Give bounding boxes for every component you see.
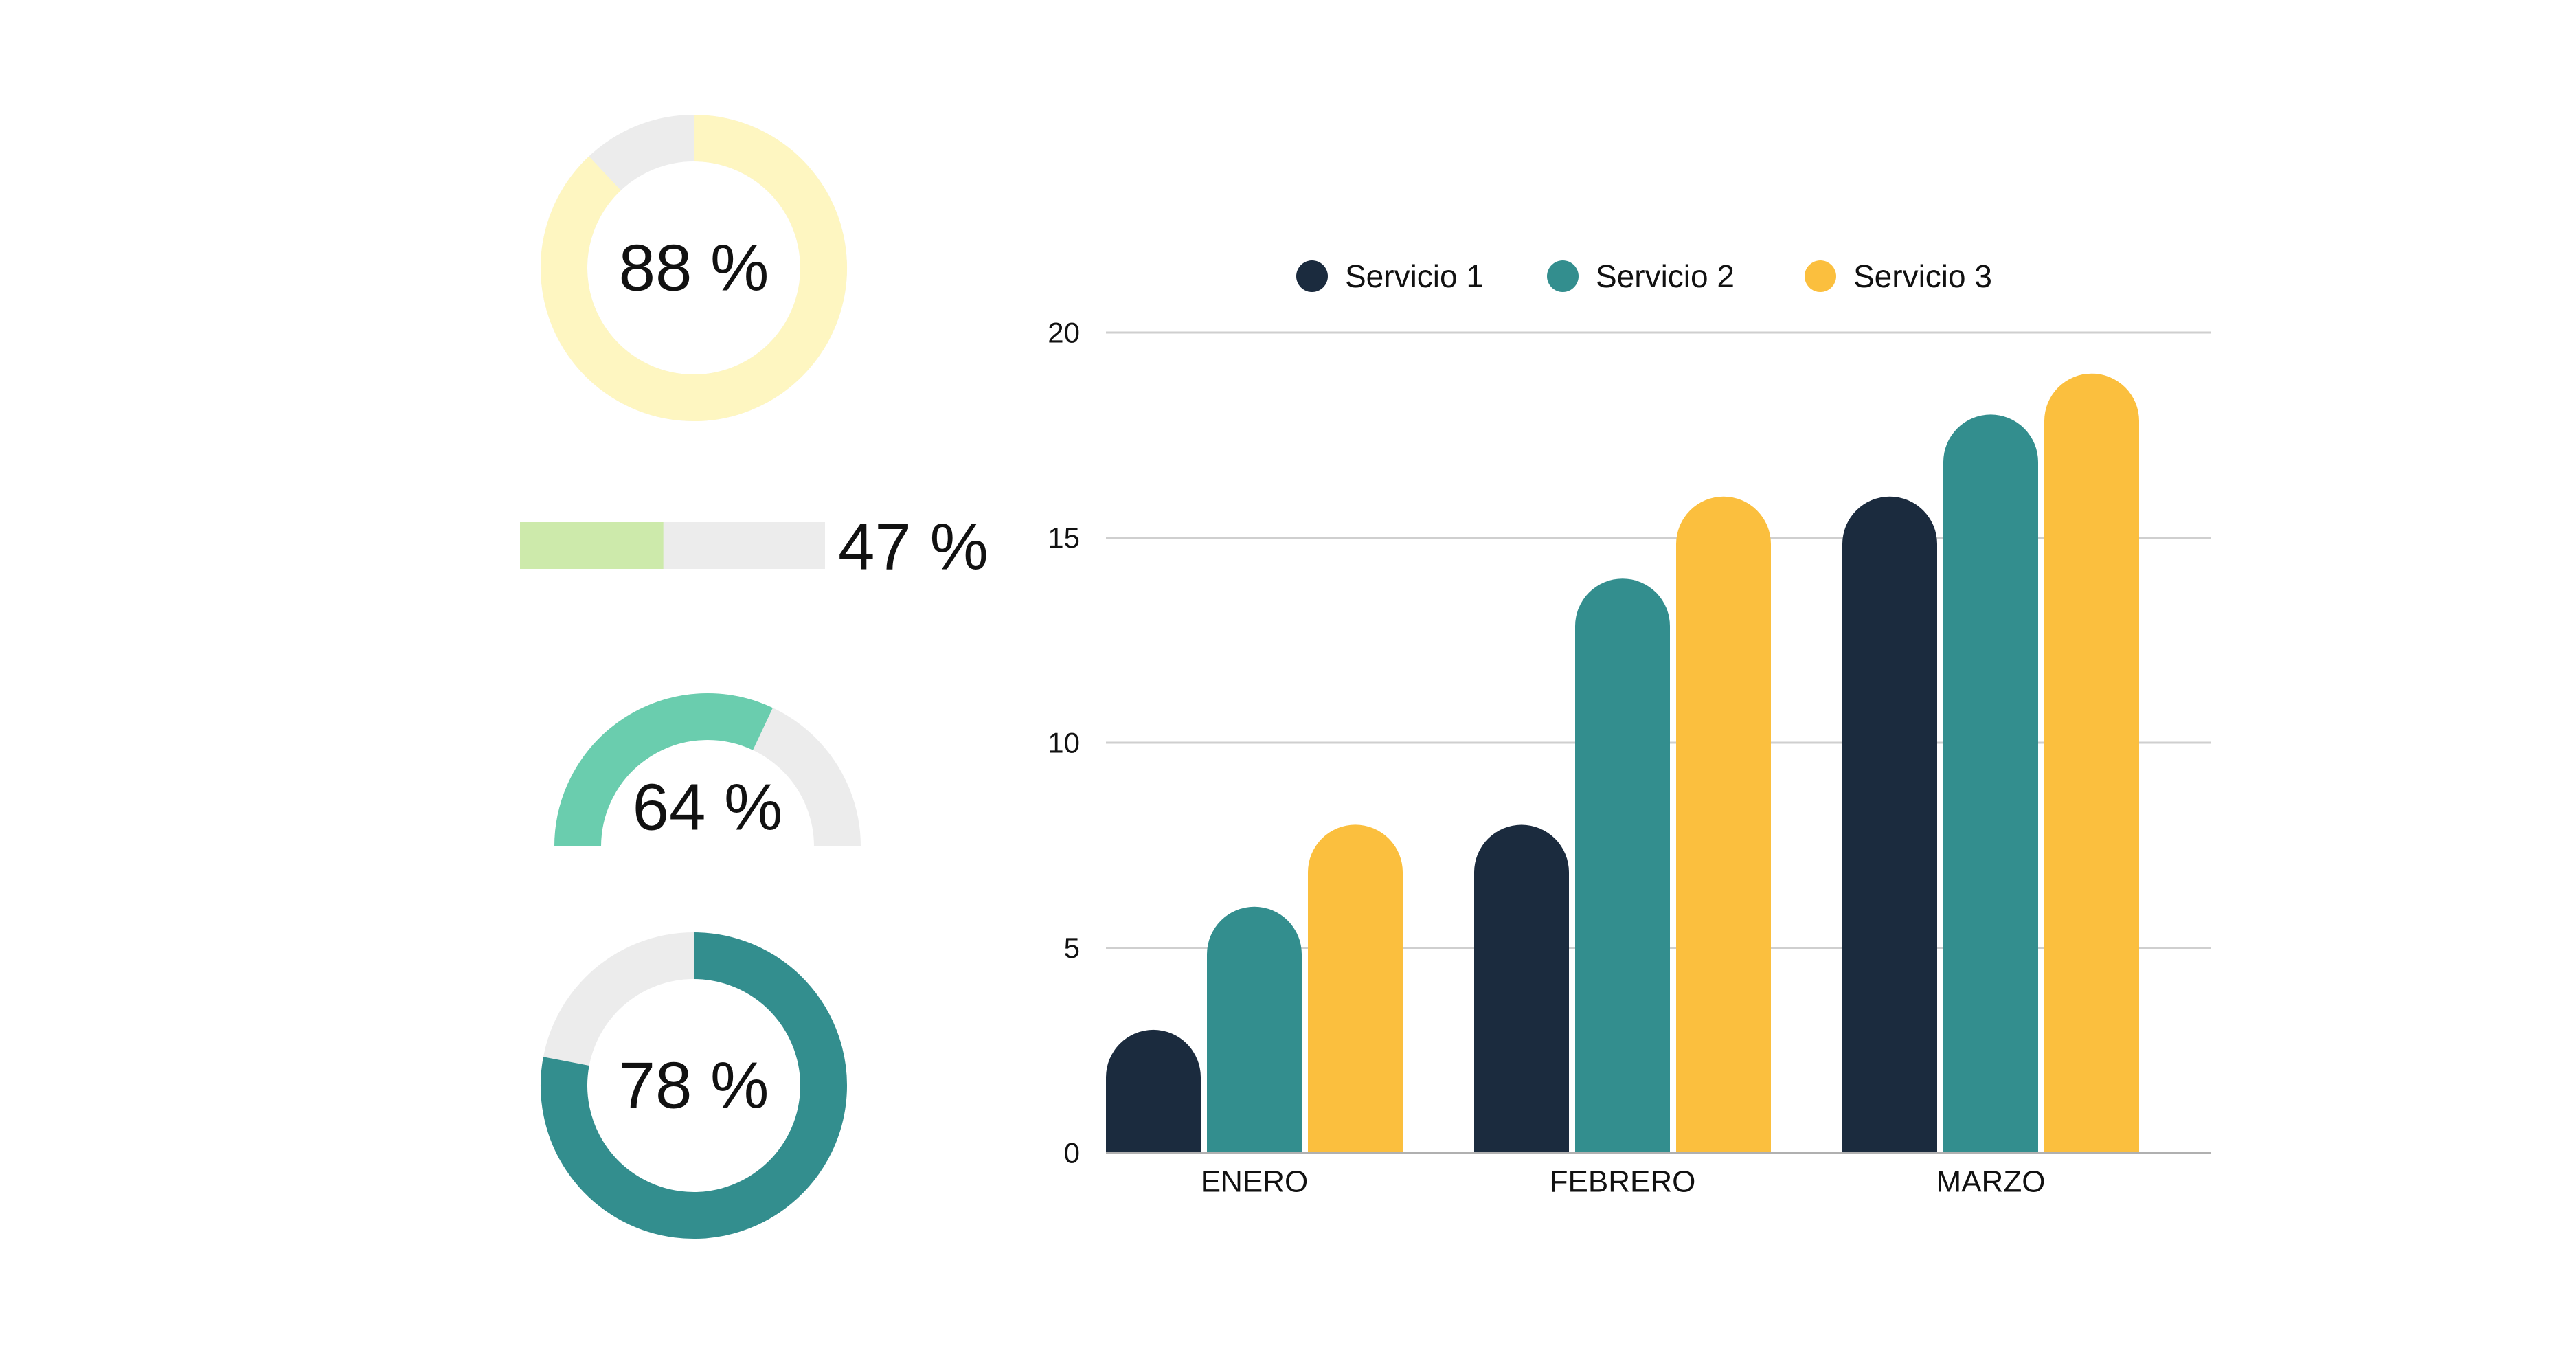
y-tick-label: 10 xyxy=(1048,727,1080,759)
x-tick-label: FEBRERO xyxy=(1550,1165,1696,1199)
chart-bars xyxy=(1106,373,2139,1154)
bar-febrero-servicio-2 xyxy=(1575,578,1670,1153)
bar-enero-servicio-2 xyxy=(1207,906,1302,1153)
legend-item: Servicio 1 xyxy=(1296,258,1484,294)
x-tick-label: MARZO xyxy=(1936,1165,2046,1199)
y-tick-label: 20 xyxy=(1048,317,1080,349)
bar-enero-servicio-3 xyxy=(1308,824,1403,1153)
half-gauge: 64 % xyxy=(554,693,861,847)
y-tick-label: 15 xyxy=(1048,521,1080,554)
ring-top-label: 88 % xyxy=(619,232,769,305)
half-gauge-fill xyxy=(554,693,773,847)
legend-label: Servicio 1 xyxy=(1345,258,1484,294)
bar-chart: Servicio 1 Servicio 2 Servicio 3 05101520 … xyxy=(1048,258,2211,1199)
legend-swatch xyxy=(1547,260,1579,292)
bar-marzo-servicio-2 xyxy=(1943,414,2038,1153)
ring-bottom-label: 78 % xyxy=(619,1049,769,1123)
ring-top-fill xyxy=(541,115,847,421)
legend-item: Servicio 2 xyxy=(1547,258,1735,294)
legend-swatch xyxy=(1805,260,1836,292)
x-axis-labels: ENERO FEBRERO MARZO xyxy=(1201,1165,2046,1199)
progress-bar-label: 47 % xyxy=(838,510,988,584)
bar-febrero-servicio-3 xyxy=(1676,496,1771,1153)
y-tick-label: 5 xyxy=(1064,932,1080,964)
ring-bottom-fill xyxy=(541,932,847,1239)
bar-marzo-servicio-1 xyxy=(1842,496,1937,1153)
bar-marzo-servicio-3 xyxy=(2044,373,2139,1154)
progress-bar: 47 % xyxy=(520,510,988,584)
progress-bar-fill xyxy=(520,522,664,569)
legend-item: Servicio 3 xyxy=(1805,258,1992,294)
ring-gauge-bottom: 78 % xyxy=(541,932,847,1239)
y-axis-ticks: 0 5 10 15 20 xyxy=(1048,317,1080,1169)
chart-legend: Servicio 1 Servicio 2 Servicio 3 xyxy=(1296,258,1992,294)
legend-swatch xyxy=(1296,260,1328,292)
y-tick-label: 0 xyxy=(1064,1137,1080,1169)
half-gauge-label: 64 % xyxy=(633,771,783,844)
legend-label: Servicio 3 xyxy=(1853,258,1992,294)
bar-enero-servicio-1 xyxy=(1106,1029,1201,1153)
bar-febrero-servicio-1 xyxy=(1474,824,1569,1153)
legend-label: Servicio 2 xyxy=(1596,258,1735,294)
x-tick-label: ENERO xyxy=(1201,1165,1308,1199)
ring-gauge-top: 88 % xyxy=(541,115,847,421)
